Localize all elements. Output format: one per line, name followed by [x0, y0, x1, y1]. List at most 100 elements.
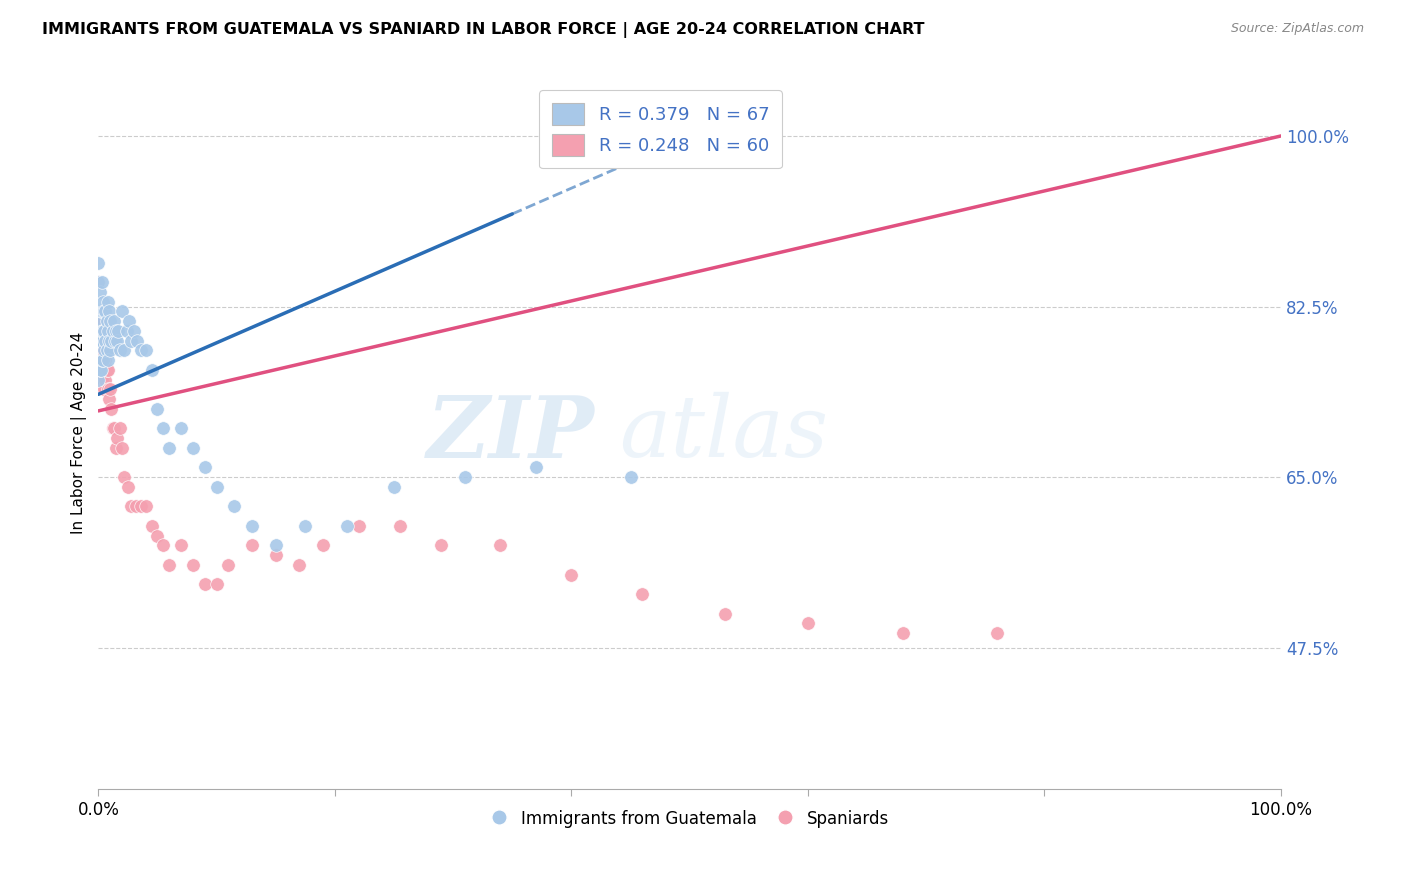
Point	[129, 343, 152, 358]
Point	[87, 275, 110, 289]
Point	[90, 363, 112, 377]
Point	[112, 343, 135, 358]
Point	[94, 373, 117, 387]
Point	[94, 353, 117, 368]
Point	[93, 343, 115, 358]
Point	[91, 324, 114, 338]
Point	[118, 314, 141, 328]
Point	[129, 500, 152, 514]
Point	[288, 558, 311, 572]
Point	[89, 334, 111, 348]
Point	[93, 363, 115, 377]
Point	[97, 363, 120, 377]
Text: ZIP: ZIP	[427, 392, 595, 475]
Point	[489, 539, 512, 553]
Point	[152, 421, 174, 435]
Point	[87, 334, 110, 348]
Point	[91, 324, 114, 338]
Point	[108, 343, 131, 358]
Point	[97, 353, 120, 368]
Point	[560, 567, 582, 582]
Point	[157, 558, 180, 572]
Point	[97, 294, 120, 309]
Point	[105, 324, 128, 338]
Point	[98, 343, 121, 358]
Point	[90, 304, 112, 318]
Point	[87, 324, 110, 338]
Point	[127, 334, 149, 348]
Point	[112, 470, 135, 484]
Point	[104, 334, 127, 348]
Point	[100, 334, 122, 348]
Point	[89, 363, 111, 377]
Point	[108, 421, 131, 435]
Point	[194, 577, 217, 591]
Point	[382, 480, 405, 494]
Text: Source: ZipAtlas.com: Source: ZipAtlas.com	[1230, 22, 1364, 36]
Point	[103, 314, 125, 328]
Text: IMMIGRANTS FROM GUATEMALA VS SPANIARD IN LABOR FORCE | AGE 20-24 CORRELATION CHA: IMMIGRANTS FROM GUATEMALA VS SPANIARD IN…	[42, 22, 925, 38]
Point	[205, 577, 228, 591]
Point	[146, 401, 169, 416]
Point	[117, 480, 139, 494]
Point	[240, 519, 263, 533]
Point	[430, 539, 453, 553]
Point	[891, 626, 914, 640]
Point	[89, 334, 111, 348]
Point	[96, 343, 118, 358]
Point	[103, 421, 125, 435]
Point	[101, 324, 124, 338]
Point	[90, 324, 112, 338]
Point	[105, 431, 128, 445]
Point	[141, 363, 163, 377]
Point	[90, 373, 112, 387]
Point	[87, 304, 110, 318]
Point	[90, 334, 112, 348]
Point	[98, 304, 121, 318]
Point	[89, 304, 111, 318]
Point	[336, 519, 359, 533]
Point	[454, 470, 477, 484]
Point	[98, 383, 121, 397]
Point	[121, 334, 143, 348]
Point	[121, 500, 143, 514]
Point	[97, 324, 120, 338]
Point	[111, 441, 134, 455]
Point	[94, 334, 117, 348]
Point	[98, 314, 121, 328]
Point	[94, 304, 117, 318]
Text: atlas: atlas	[619, 392, 828, 475]
Point	[294, 519, 316, 533]
Legend: Immigrants from Guatemala, Spaniards: Immigrants from Guatemala, Spaniards	[484, 803, 896, 834]
Point	[89, 363, 111, 377]
Point	[152, 539, 174, 553]
Point	[107, 324, 129, 338]
Point	[240, 539, 263, 553]
Point	[181, 441, 204, 455]
Point	[135, 343, 157, 358]
Point	[90, 353, 112, 368]
Y-axis label: In Labor Force | Age 20-24: In Labor Force | Age 20-24	[72, 332, 87, 534]
Point	[714, 607, 737, 621]
Point	[90, 304, 112, 318]
Point	[93, 383, 115, 397]
Point	[90, 314, 112, 328]
Point	[98, 334, 121, 348]
Point	[264, 548, 287, 562]
Point	[105, 334, 128, 348]
Point	[388, 519, 411, 533]
Point	[101, 421, 124, 435]
Point	[631, 587, 654, 601]
Point	[141, 519, 163, 533]
Point	[91, 353, 114, 368]
Point	[91, 294, 114, 309]
Point	[87, 275, 110, 289]
Point	[224, 500, 246, 514]
Point	[135, 500, 157, 514]
Point	[105, 441, 128, 455]
Point	[97, 383, 120, 397]
Point	[125, 500, 148, 514]
Point	[312, 539, 335, 553]
Point	[91, 353, 114, 368]
Point	[111, 304, 134, 318]
